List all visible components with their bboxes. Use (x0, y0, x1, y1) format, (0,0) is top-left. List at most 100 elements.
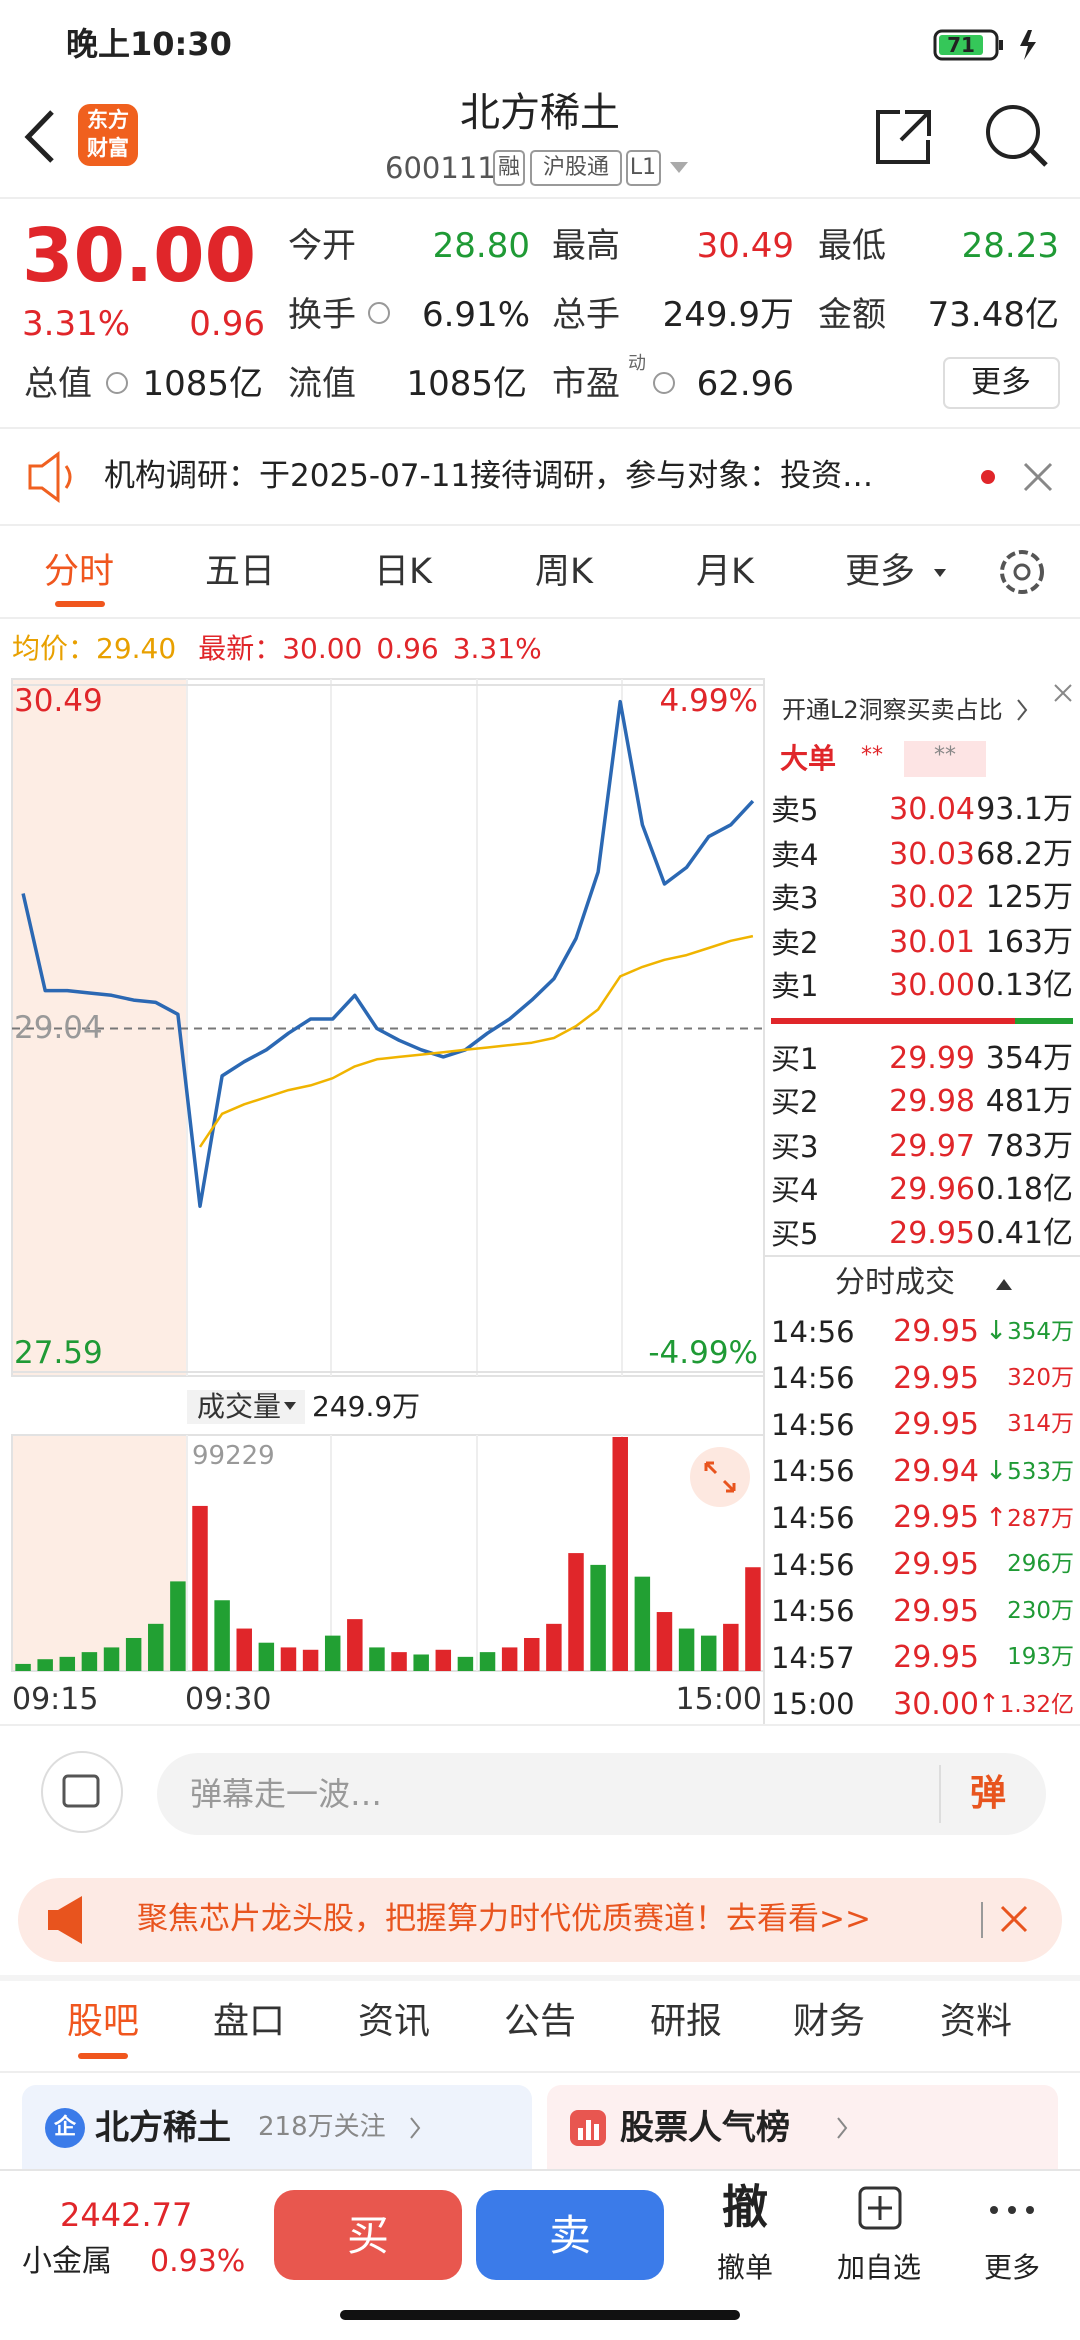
expand-icon (704, 1461, 736, 1493)
sell-button[interactable] (476, 2190, 664, 2280)
expand-button[interactable] (690, 1447, 750, 1507)
cancel-label[interactable]: 撤单 (716, 2251, 773, 2285)
chevron[interactable] (1017, 699, 1028, 721)
info-icon[interactable] (368, 302, 390, 324)
company-icon (45, 2108, 85, 2148)
back-button[interactable] (24, 110, 54, 163)
notice-text[interactable]: 机构调研：于2025-07-11接待调研，参与对象：投资… (104, 458, 874, 495)
search-button[interactable] (986, 105, 1040, 159)
trade-time: 14:57 (771, 1640, 855, 1675)
add-icon[interactable] (858, 2186, 902, 2230)
sell-label[interactable]: 卖 (548, 2210, 591, 2260)
trade-time: 14:56 (771, 1547, 855, 1582)
info-icon[interactable] (106, 372, 128, 394)
trade-volume: 1.32亿 (999, 1692, 1074, 1718)
danmu-input[interactable] (157, 1753, 1046, 1835)
more-button[interactable]: 更多 (971, 365, 1031, 400)
card-title[interactable]: 股票人气榜 (620, 2107, 790, 2148)
chart-tab[interactable]: 更多 (844, 552, 915, 592)
search-handle (1029, 148, 1048, 167)
card-title[interactable]: 北方稀土 (95, 2107, 231, 2148)
info-icon[interactable] (653, 372, 675, 394)
dropdown-arrow[interactable] (934, 569, 946, 577)
section-tab[interactable]: 盘口 (212, 2001, 285, 2043)
danmu-send[interactable]: 弹 (969, 1773, 1006, 1815)
field-value: 249.9万 (662, 294, 794, 335)
buy-button[interactable] (274, 2190, 462, 2280)
trades-title[interactable]: 分时成交 (835, 1265, 955, 1300)
trade-arrow: ↑ (977, 1689, 1000, 1719)
add-label[interactable]: 加自选 (836, 2251, 921, 2285)
section-tab[interactable]: 公告 (503, 2001, 576, 2043)
close-notice[interactable] (1023, 462, 1053, 492)
logo-text[interactable]: 财富 (87, 136, 129, 161)
more-label[interactable]: 更多 (983, 2251, 1040, 2285)
volume-selector[interactable] (187, 1390, 305, 1424)
section-tab[interactable]: 研报 (649, 2001, 722, 2043)
danmu-placeholder[interactable]: 弹幕走一波… (190, 1774, 383, 1813)
latest-value: 30.00 (282, 632, 363, 666)
stock-code: 600111 (385, 150, 496, 185)
chart-tab[interactable]: 月K (696, 552, 754, 592)
close-ad[interactable] (1000, 1905, 1028, 1933)
section-tab[interactable]: 资讯 (357, 2001, 430, 2043)
ratio-bar-sell (771, 1018, 1015, 1024)
volume-bar (302, 1649, 319, 1671)
logo-text[interactable]: 东方 (87, 108, 129, 133)
charging-icon (1020, 30, 1036, 60)
trade-price: 29.95 (893, 1314, 979, 1349)
section-tab[interactable]: 资料 (939, 2001, 1012, 2043)
app-logo[interactable] (78, 104, 138, 166)
field-label: 金额 (818, 294, 886, 335)
order-price: 30.04 (889, 792, 975, 827)
trade-volume: 296万 (1007, 1551, 1074, 1578)
dropdown-arrow[interactable] (670, 162, 688, 173)
quote-info-line: 均价： 29.40 最新： 30.00 0.96 3.31% (12, 632, 542, 666)
battery-tip (999, 40, 1003, 50)
danmu-toggle[interactable] (41, 1751, 123, 1833)
cancel-icon[interactable]: 撤 (722, 2180, 768, 2235)
dropdown-arrow[interactable] (284, 1402, 296, 1410)
l2-promo[interactable]: 开通L2洞察买卖占比 (782, 695, 1003, 724)
trade-arrow: ↓ (985, 1456, 1008, 1486)
latest-change: 0.96 (376, 632, 439, 666)
chart-tab[interactable]: 周K (535, 552, 593, 592)
tab-underline (55, 601, 105, 607)
index-name[interactable]: 小金属 (22, 2244, 112, 2279)
field-label: 最低 (818, 225, 886, 266)
order-volume: 0.18亿 (976, 1172, 1073, 1207)
more-dot[interactable] (1026, 2206, 1034, 2214)
stock-card[interactable] (22, 2085, 532, 2195)
section-tab[interactable]: 股吧 (66, 2001, 139, 2043)
ad-banner[interactable] (18, 1878, 1062, 1962)
ranking-icon-bar (586, 2120, 591, 2140)
volume-title[interactable]: 成交量 (197, 1390, 282, 1424)
price-line (198, 934, 754, 1148)
more-dot[interactable] (990, 2206, 998, 2214)
close-panel[interactable] (1054, 684, 1072, 702)
order-label: 卖2 (771, 925, 819, 960)
share-button[interactable] (876, 110, 931, 164)
y-tick-label: 27.59 (14, 1335, 103, 1372)
more-button-box[interactable] (943, 357, 1060, 409)
ad-text[interactable]: 聚焦芯片龙头股，把握算力时代优质赛道！去看看>> (137, 1901, 871, 1938)
volume-bar (524, 1637, 540, 1671)
sort-arrow[interactable] (996, 1279, 1012, 1290)
chart-tab[interactable]: 分时 (43, 552, 114, 592)
trade-price: 29.95 (893, 1593, 979, 1629)
x-tick-label: 09:15 (12, 1682, 99, 1717)
order-volume: 68.2万 (976, 837, 1073, 872)
settings-button[interactable] (1000, 550, 1044, 594)
ranking-card[interactable] (547, 2085, 1058, 2195)
chart-tab[interactable]: 五日 (204, 552, 275, 592)
field-value: 73.48亿 (927, 294, 1059, 335)
buy-label[interactable]: 买 (346, 2210, 389, 2260)
field-value: 1085亿 (406, 363, 527, 404)
trade-volume-cell: 320万 (1007, 1365, 1074, 1393)
volume-bar (612, 1437, 628, 1671)
chart-tab[interactable]: 日K (374, 552, 432, 592)
more-dot[interactable] (1008, 2206, 1016, 2214)
section-tab[interactable]: 财务 (792, 2001, 865, 2043)
battery-level: 71 (947, 33, 975, 57)
field-label-sup: 动 (628, 353, 646, 375)
